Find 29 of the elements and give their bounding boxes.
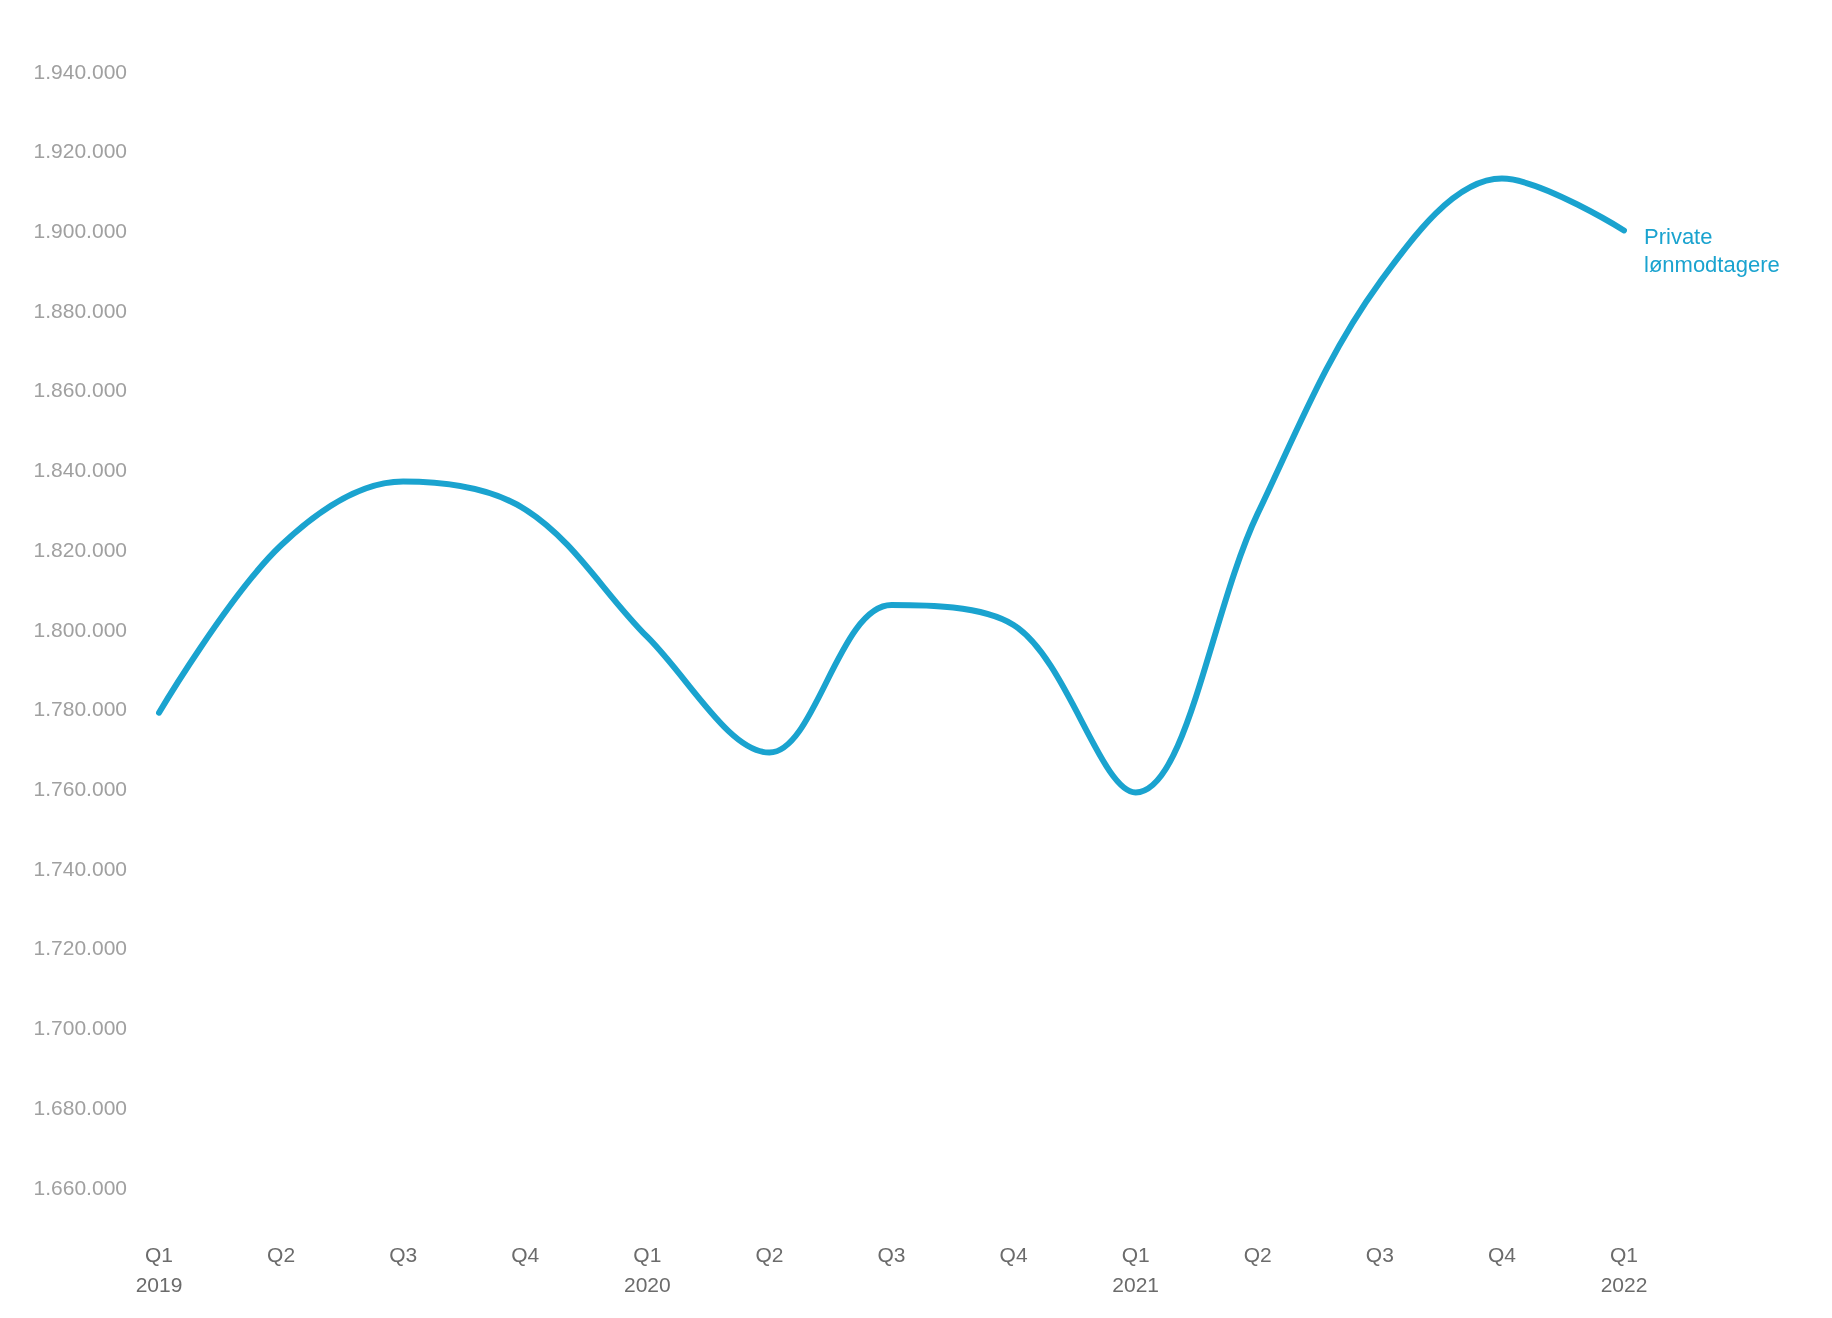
x-tick-label: Q2 (1243, 1242, 1272, 1266)
x-tick-label: Q2 (755, 1242, 784, 1266)
y-tick-label: 1.700.000 (33, 1016, 127, 1040)
x-tick-label: Q4 (1487, 1242, 1517, 1266)
x-tick-label: Q4 (511, 1242, 540, 1266)
x-tick-label: Q1 2020 (623, 1242, 671, 1296)
y-tick-label: 1.680.000 (33, 1095, 127, 1119)
x-tick-label: Q4 (999, 1242, 1028, 1266)
x-tick-label: Q1 2022 (1600, 1242, 1648, 1296)
y-tick-label: 1.880.000 (33, 298, 127, 322)
x-tick-label: Q1 2021 (1112, 1242, 1160, 1296)
y-tick-label: 1.740.000 (33, 856, 127, 880)
y-tick-label: 1.780.000 (33, 697, 127, 721)
y-tick-label: 1.840.000 (33, 458, 127, 482)
y-tick-label: 1.720.000 (33, 936, 127, 960)
x-tick-label: Q1 2019 (135, 1242, 183, 1296)
x-tick-label: Q3 (389, 1242, 418, 1266)
series-label: Private lønmodtagere (1644, 223, 1780, 277)
y-tick-label: 1.920.000 (33, 139, 127, 163)
x-tick-label: Q3 (877, 1242, 906, 1266)
y-tick-label: 1.800.000 (33, 617, 127, 641)
y-tick-label: 1.900.000 (33, 218, 127, 242)
x-tick-label: Q3 (1365, 1242, 1394, 1266)
y-tick-label: 1.760.000 (33, 776, 127, 800)
y-tick-label: 1.860.000 (33, 378, 127, 402)
x-tick-label: Q2 (267, 1242, 296, 1266)
y-tick-label: 1.820.000 (33, 537, 127, 561)
y-tick-label: 1.660.000 (33, 1175, 127, 1199)
y-tick-label: 1.940.000 (33, 59, 127, 83)
